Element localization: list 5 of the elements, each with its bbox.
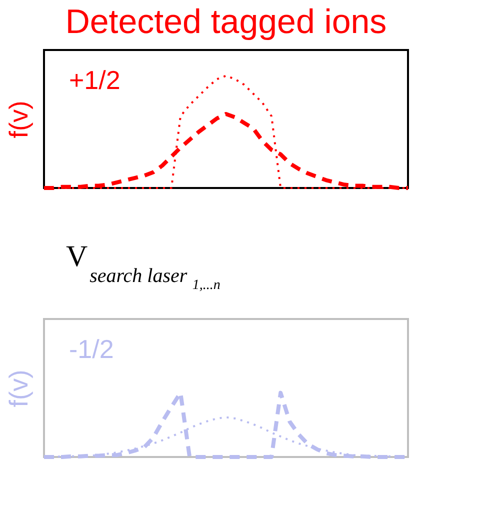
- y-axis-title: f(v): [4, 100, 34, 138]
- chart-title: Detected tagged ions: [65, 3, 387, 41]
- text: -1/2: [69, 334, 114, 364]
- y-axis-title: f(v): [4, 370, 34, 408]
- annotation: +1/2: [69, 65, 120, 95]
